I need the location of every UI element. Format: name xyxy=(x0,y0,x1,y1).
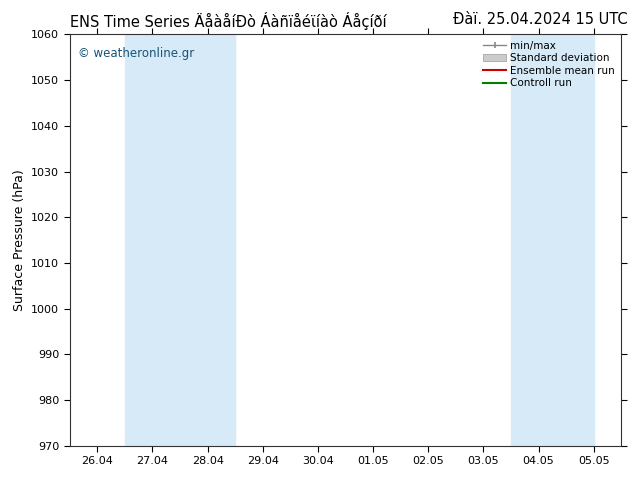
Text: Đàï. 25.04.2024 15 UTC: Đàï. 25.04.2024 15 UTC xyxy=(453,12,628,27)
Text: © weatheronline.gr: © weatheronline.gr xyxy=(78,47,194,60)
Bar xyxy=(125,34,235,446)
Y-axis label: Surface Pressure (hPa): Surface Pressure (hPa) xyxy=(13,169,25,311)
Bar xyxy=(511,34,593,446)
Text: ENS Time Series ÄåàåíÐò Áàñïåéϊíàò Áåçíðí: ENS Time Series ÄåàåíÐò Áàñïåéϊíàò Áåçíð… xyxy=(70,12,386,30)
Legend: min/max, Standard deviation, Ensemble mean run, Controll run: min/max, Standard deviation, Ensemble me… xyxy=(479,36,619,93)
